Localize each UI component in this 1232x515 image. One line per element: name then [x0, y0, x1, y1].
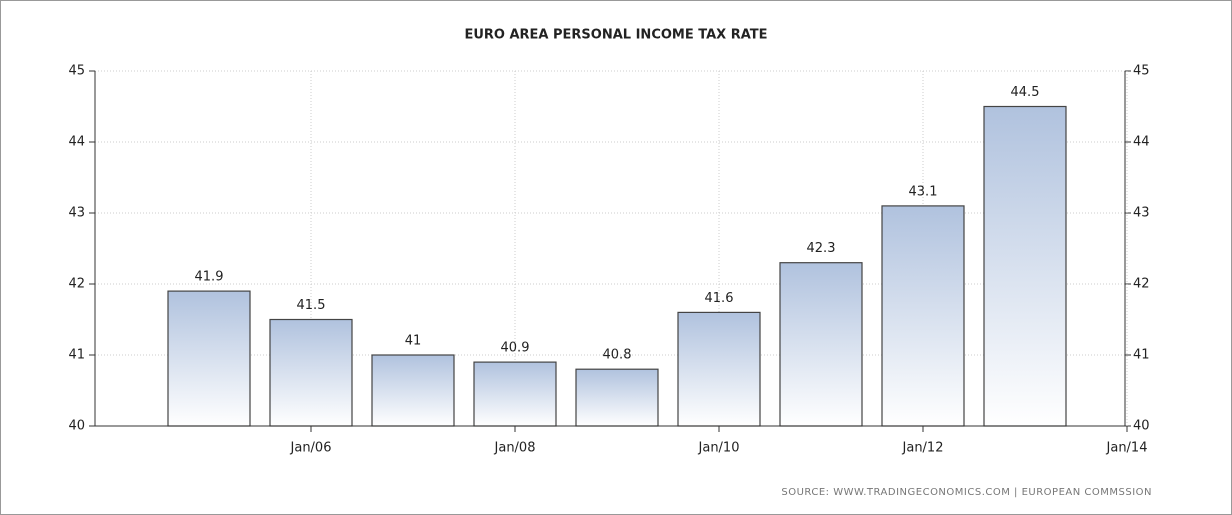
- bar: [473, 361, 557, 427]
- x-tick-label: Jan/10: [698, 441, 740, 456]
- x-tick-label: Jan/14: [1106, 441, 1148, 456]
- data-label: 40.8: [603, 348, 632, 363]
- x-tick-label: Jan/12: [902, 441, 944, 456]
- y-tick-label: 44: [68, 135, 85, 150]
- y-tick-label: 45: [68, 64, 85, 79]
- data-label: 40.9: [501, 341, 530, 356]
- bar: [779, 262, 863, 427]
- y2-tick-label: 44: [1133, 135, 1150, 150]
- y2-tick-label: 45: [1133, 64, 1150, 79]
- data-label: 41.9: [195, 270, 224, 285]
- data-label: 44.5: [1011, 85, 1040, 100]
- y-tick-label: 40: [68, 419, 85, 434]
- bar: [677, 311, 761, 427]
- y2-tick-label: 43: [1133, 206, 1150, 221]
- y-tick-label: 43: [68, 206, 85, 221]
- bar: [167, 290, 251, 427]
- y2-tick-label: 40: [1133, 419, 1150, 434]
- chart-title: EURO AREA PERSONAL INCOME TAX RATE: [464, 28, 767, 43]
- data-label: 41.6: [705, 291, 734, 306]
- source: SOURCE: WWW.TRADINGECONOMICS.COM | EUROP…: [781, 487, 1152, 498]
- y-tick-label: 41: [68, 348, 85, 363]
- data-label: 43.1: [909, 184, 938, 199]
- data-label: 42.3: [807, 241, 836, 256]
- data-label: 41: [405, 334, 422, 349]
- bar: [575, 368, 659, 427]
- bar: [269, 318, 353, 427]
- y-tick-label: 42: [68, 277, 85, 292]
- bar: [983, 105, 1067, 427]
- y2-tick-label: 41: [1133, 348, 1150, 363]
- x-tick-label: Jan/06: [290, 441, 332, 456]
- data-label: 41.5: [297, 298, 326, 313]
- bar: [371, 354, 455, 427]
- x-tick-label: Jan/08: [494, 441, 536, 456]
- bar: [881, 205, 965, 427]
- y2-tick-label: 42: [1133, 277, 1150, 292]
